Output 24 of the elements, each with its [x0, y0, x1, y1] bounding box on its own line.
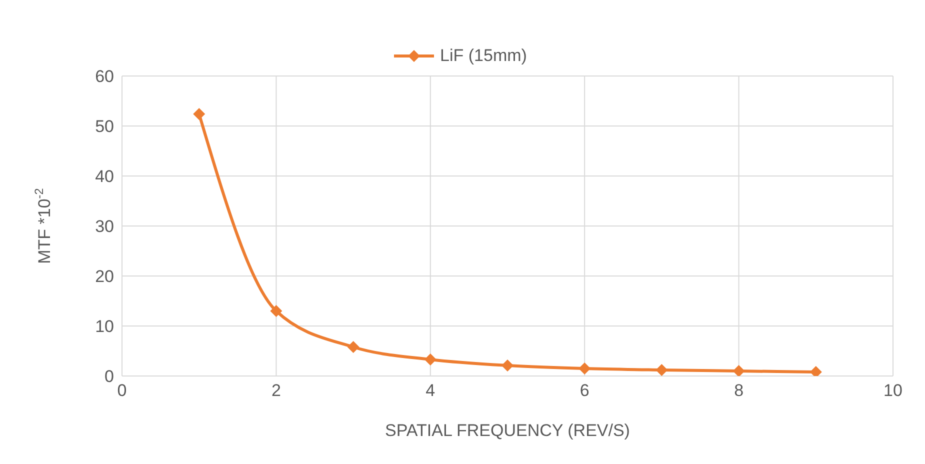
x-tick-label: 8 [734, 381, 744, 400]
y-tick-label: 60 [95, 67, 114, 86]
y-tick-label: 0 [104, 367, 114, 386]
y-tick-label: 40 [95, 167, 114, 186]
y-tick-label: 50 [95, 117, 114, 136]
point [347, 341, 360, 353]
point [193, 108, 206, 120]
x-tick-label: 4 [426, 381, 436, 400]
y-tick-label: 30 [95, 217, 114, 236]
point [270, 305, 282, 317]
point [656, 364, 668, 376]
x-tick-label: 0 [117, 381, 127, 400]
x-axis-title: SPATIAL FREQUENCY (REV/S) [385, 421, 630, 440]
point [732, 365, 745, 376]
x-tick-label: 6 [580, 381, 590, 400]
point [424, 354, 436, 366]
y-tick-label: 20 [95, 267, 114, 286]
y-tick-label: 10 [95, 317, 114, 336]
point [578, 362, 591, 374]
legend-label: LiF (15mm) [439, 46, 527, 66]
x-tick-label: 10 [884, 381, 902, 400]
point [810, 366, 822, 376]
x-tick-label: 2 [271, 381, 281, 400]
point [502, 360, 514, 372]
